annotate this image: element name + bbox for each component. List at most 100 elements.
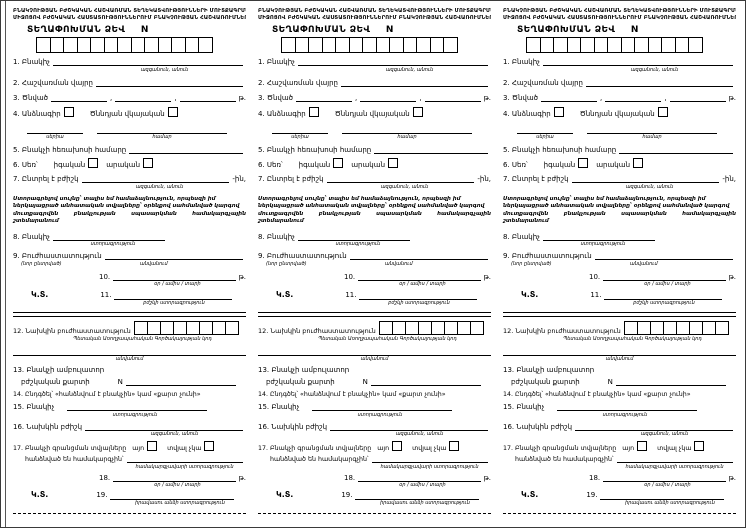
field-9-institution: 9. Բուժհաստատություն: [503, 251, 736, 261]
field-8-blank: [53, 232, 165, 241]
male-label: արական: [351, 161, 386, 170]
box-cell: [294, 37, 309, 54]
seal-place-label: Կ.Տ.: [276, 490, 294, 500]
number-group: համար: [97, 125, 227, 141]
form-column-3: ԲՆԱԿՉՈՒԹՅԱՆ ԲԺՇԿԱԿԱՆ ՀԱՇՎԱՌՄԱՆ ՏԵՂԵԿԱՏՎՈ…: [503, 8, 736, 523]
field-3-year-suffix: թ.: [483, 93, 492, 102]
field-1-label: 1. Բնակիչ: [503, 58, 540, 67]
box-cell: [144, 37, 159, 54]
field-18-label: 18.: [99, 473, 111, 482]
box-cell: [429, 37, 444, 54]
field-12-previous-institution: 12. Նախկին բուժհաստատություն: [503, 321, 736, 336]
field-9-sublabel-name: անվանում: [139, 260, 168, 267]
field-7-chosen-doctor: 7. Ընտրել է բժիշկ -ին,: [258, 174, 491, 184]
field-16-label: 16. Նախկին բժիշկ: [13, 422, 83, 431]
box-cell: [404, 321, 419, 336]
field-12-name-line: [503, 347, 736, 356]
field-9-blank: [349, 251, 488, 261]
field-1-resident: 1. Բնակիչ: [503, 57, 736, 67]
consent-notice: Ստորագրելով սույնը՝ տալիս եմ համաձայնութ…: [258, 196, 491, 226]
field-18-label: 18.: [589, 473, 601, 482]
field-12-label: 12. Նախկին բուժհաստատություն: [258, 326, 376, 335]
field-4-passport-label: 4. Անձնագիր: [503, 109, 551, 118]
agency-code-boxes: [623, 321, 729, 336]
field-13-medical-card: 13. Բնակչի ամբուլատոր բժշկական քարտի N: [503, 366, 736, 387]
form-number-boxes: [526, 37, 736, 54]
seal-place-label: Կ.Տ.: [521, 290, 539, 300]
field-19-authorized-signature: Կ.Տ. 19.: [503, 490, 736, 500]
box-cell: [688, 321, 703, 336]
field-13-blank: [370, 377, 481, 387]
field-15-resident-signature: 15. Բնակիչ: [13, 402, 246, 412]
field-8-resident-signature: 8. Բնակիչ: [503, 232, 736, 241]
field-1-label: 1. Բնակիչ: [258, 58, 295, 67]
male-checkbox: [388, 158, 399, 169]
field-18-sublabel: օր / ամիս / տարի: [399, 482, 446, 489]
field-12-previous-institution: 12. Նախկին բուժհաստատություն: [13, 321, 246, 336]
field-16-blank: [85, 422, 243, 431]
box-cell: [184, 37, 199, 54]
box-cell: [389, 37, 404, 54]
field-13-medical-card: 13. Բնակչի ամբուլատոր բժշկական քարտի N: [258, 366, 491, 387]
box-cell: [526, 37, 541, 54]
number-group: համար: [587, 125, 717, 141]
seal-place-label: Կ.Տ.: [31, 490, 49, 500]
field-12-name-sublabel: անվանում: [360, 356, 389, 363]
box-cell: [172, 321, 187, 336]
notice-line-3: մուտքագրվեն բնակչության սպասարկման համակ…: [503, 210, 736, 225]
cut-line: [13, 513, 246, 514]
field-17-data-entry: 17. Բնակչի գրանցման տվյալները այո տվյալ …: [13, 441, 246, 452]
field-4-document-type: 4. Անձնագիր Ծննդյան վկայական: [503, 106, 736, 118]
notice-line-2: ներկայացրած անհատական տվյալները՝ օրենքով…: [503, 203, 730, 210]
field-10-blank: [113, 272, 236, 281]
box-cell: [171, 37, 186, 54]
field-10-label: 10.: [99, 272, 111, 281]
box-cell: [649, 321, 664, 336]
field-4-birth-certificate-label: Ծննդյան վկայական: [579, 109, 655, 118]
box-cell: [634, 37, 649, 54]
field-18-date: 18. թ.: [344, 473, 491, 482]
male-label: արական: [106, 161, 141, 170]
form-header: ԲՆԱԿՉՈՒԹՅԱՆ ԲԺՇԿԱԿԱՆ ՀԱՇՎԱՌՄԱՆ ՏԵՂԵԿԱՏՎՈ…: [503, 8, 736, 22]
field-10-year-suffix: թ.: [483, 272, 491, 281]
field-7-chosen-doctor: 7. Ընտրել է բժիշկ -ին,: [503, 174, 736, 184]
box-cell: [198, 321, 213, 336]
box-cell: [159, 321, 174, 336]
field-13-line2: բժշկական քարտի: [511, 378, 580, 387]
field-18-year-suffix: թ.: [238, 473, 246, 482]
no-data-label: տվյալ չկա: [167, 445, 202, 453]
field-14-underline-choice: 14. Ընդգծել՝ «հանձնվում է բնակչին» կամ «…: [258, 391, 491, 398]
series-sublabel: սերիա: [536, 134, 554, 141]
field-3-blank-month: [605, 93, 662, 102]
form-title: ՏԵՂԱՓՈԽՄԱՆ ՁԵՎ N: [27, 25, 246, 35]
box-cell: [76, 37, 91, 54]
box-cell: [348, 37, 363, 54]
field-10-year-suffix: թ.: [238, 272, 246, 281]
field-9-label: 9. Բուժհաստատություն: [13, 252, 102, 261]
notice-line-1: Ստորագրելով սույնը՝ տալիս եմ համաձայնութ…: [258, 195, 461, 202]
field-5-label: 5. Բնակչի հեռախոսի համարը: [258, 146, 372, 155]
field-12-name-blank: [258, 347, 491, 356]
header-line-2: ՄԻՋՈՑՈՎ ԲԺՇԿԱԿԱՆ ՀԱՍՏԱՏՈՒԹՅՈՒՆՆԵՐՈՒՄ ԲՆԱ…: [13, 14, 246, 21]
field-3-year-suffix: թ.: [728, 93, 737, 102]
field-12-name-sublabel: անվանում: [115, 356, 144, 363]
field-12-previous-institution: 12. Նախկին բուժհաստատություն: [258, 321, 491, 336]
no-data-checkbox: [694, 441, 705, 452]
box-cell: [416, 37, 431, 54]
field-8-resident-signature: 8. Բնակիչ: [258, 232, 491, 241]
field-18-year-suffix: թ.: [483, 473, 491, 482]
field-19-blank: [110, 491, 235, 500]
field-16-label: 16. Նախկին բժիշկ: [258, 422, 328, 431]
field-11-label: 11.: [345, 291, 357, 300]
notice-line-3: մուտքագրվեն բնակչության սպասարկման համակ…: [258, 210, 491, 225]
box-cell: [281, 37, 296, 54]
comma: ,: [355, 93, 358, 102]
header-line-2: ՄԻՋՈՑՈՎ ԲԺՇԿԱԿԱՆ ՀԱՍՏԱՏՈՒԹՅՈՒՆՆԵՐՈՒՄ ԲՆԱ…: [258, 14, 491, 21]
field-9-sublabel-left: (նոր ընտրված): [511, 260, 552, 267]
field-9-sublabel-left: (նոր ընտրված): [21, 260, 62, 267]
field-11-blank: [604, 291, 723, 300]
field-7-blank: [326, 174, 475, 184]
field-13-blank: [615, 377, 726, 387]
field-18-date: 18. թ.: [99, 473, 246, 482]
field-13-no-label: N: [117, 378, 123, 387]
